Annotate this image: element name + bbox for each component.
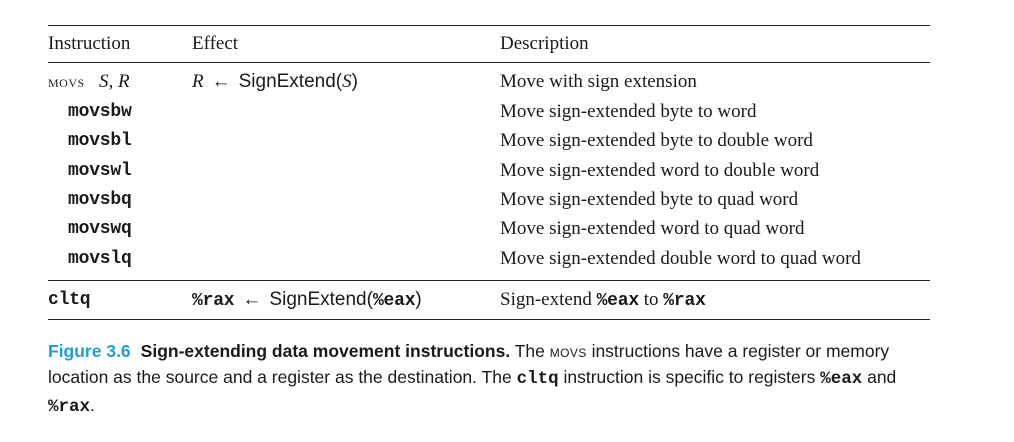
caption-text: instruction is specific to registers xyxy=(558,367,821,387)
cltq-desc-mid: to xyxy=(639,289,664,310)
movs-effect-close: ) xyxy=(351,71,358,92)
movs-effect-dest: R xyxy=(192,71,204,92)
cltq-desc-prefix: Sign-extend xyxy=(500,289,597,310)
table-bottom-rule xyxy=(48,319,930,320)
variant-instruction: movswq xyxy=(68,219,132,239)
variant-instruction: movswl xyxy=(68,161,132,181)
variant-description: Move sign-extended byte to word xyxy=(500,101,757,122)
caption-text: instructions have a register or memory l… xyxy=(48,341,890,387)
cltq-effect: %rax ← SignExtend(%eax) xyxy=(192,289,422,312)
section-rule xyxy=(48,280,930,281)
cltq-desc-reg1: %eax xyxy=(596,291,640,311)
figure-label: Figure 3.6 xyxy=(48,341,131,361)
variant-description: Move sign-extended word to double word xyxy=(500,160,820,181)
cltq-effect-arrow: ← xyxy=(242,289,262,310)
header-rule xyxy=(48,62,930,63)
header-effect: Effect xyxy=(192,33,239,54)
variant-instruction: movsbq xyxy=(68,190,132,210)
variant-description: Move sign-extended word to quad word xyxy=(500,218,805,239)
cltq-description: Sign-extend %eax to %rax xyxy=(500,289,706,312)
caption-reg-eax: %eax xyxy=(820,369,863,389)
caption-text: and xyxy=(862,367,897,387)
variant-description: Move sign-extended byte to quad word xyxy=(500,189,799,210)
caption-cltq: cltq xyxy=(516,369,559,389)
header-instruction: Instruction xyxy=(48,33,131,54)
caption-text: . xyxy=(90,395,95,415)
movs-effect-func: SignExtend( xyxy=(238,71,343,92)
movs-operands: S, R xyxy=(98,71,130,92)
caption-text: The xyxy=(510,341,550,361)
cltq-effect-func: SignExtend( xyxy=(269,289,373,310)
cltq-effect-close: ) xyxy=(415,289,422,310)
movs-effect: R ← SignExtend(S) xyxy=(192,71,358,93)
cltq-desc-reg2: %rax xyxy=(663,291,706,311)
caption-reg-rax: %rax xyxy=(48,397,91,417)
figure-title: Sign-extending data movement instruction… xyxy=(140,341,511,361)
cltq-effect-arg: %eax xyxy=(372,291,416,311)
variant-instruction: movslq xyxy=(68,249,132,269)
variant-instruction: movsbl xyxy=(68,131,132,151)
table-top-rule xyxy=(48,25,930,26)
cltq-instruction: cltq xyxy=(48,290,91,310)
figure-caption: Figure 3.6 Sign-extending data movement i… xyxy=(48,338,948,420)
caption-movs: movs xyxy=(549,341,587,361)
movs-name: movs xyxy=(48,72,85,91)
movs-effect-arg: S xyxy=(342,71,352,92)
variant-description: Move sign-extended byte to double word xyxy=(500,130,813,151)
movs-description: Move with sign extension xyxy=(500,71,697,92)
variant-instruction: movsbw xyxy=(68,102,132,122)
movs-effect-arrow: ← xyxy=(211,71,231,92)
cltq-effect-dest: %rax xyxy=(192,291,235,311)
movs-instruction: movs S, R xyxy=(48,71,130,93)
header-description: Description xyxy=(500,33,589,54)
variant-description: Move sign-extended double word to quad w… xyxy=(500,248,861,269)
